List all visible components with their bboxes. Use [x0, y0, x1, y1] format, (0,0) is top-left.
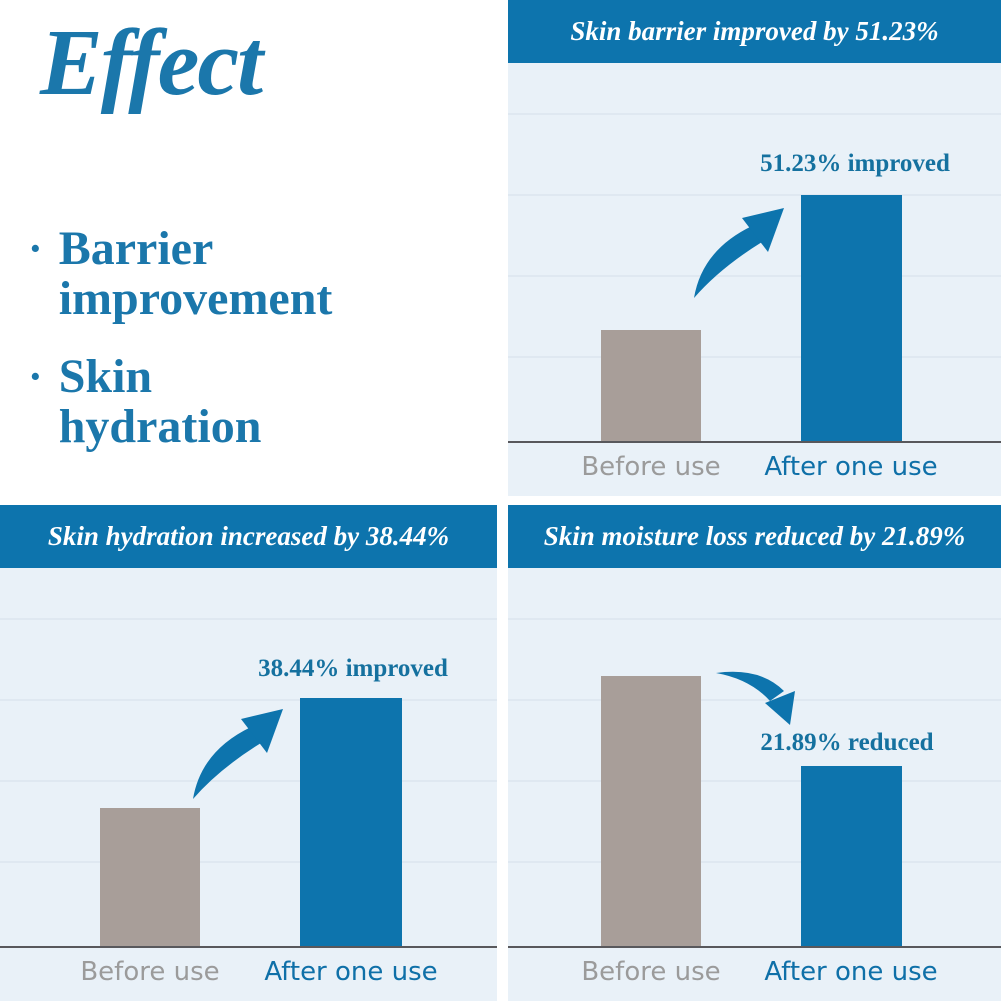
x-label-after-one-use: After one use	[764, 452, 938, 482]
gridline	[0, 861, 497, 863]
x-label-after-one-use: After one use	[264, 957, 438, 987]
gridline	[508, 194, 1001, 196]
bar-after-one-use	[801, 195, 902, 441]
gridline	[508, 780, 1001, 782]
chart-title-bar: Skin barrier improved by 51.23%	[508, 0, 1001, 63]
x-axis-line	[508, 946, 1001, 948]
bar-before-use	[601, 676, 701, 946]
bar-before-use	[601, 330, 701, 441]
gridline	[508, 275, 1001, 277]
bar-after-one-use	[801, 766, 902, 946]
x-label-before-use: Before use	[80, 957, 220, 987]
bar-before-use	[100, 808, 200, 946]
page-title: Effect	[40, 11, 263, 115]
x-label-before-use: Before use	[581, 452, 721, 482]
trend-arrow-down-icon	[716, 671, 795, 725]
trend-arrow-up-icon	[694, 208, 784, 298]
chart-skin-moisture-loss: Skin moisture loss reduced by 21.89% 21.…	[508, 505, 1001, 1001]
gridline	[0, 780, 497, 782]
chart-title-bar: Skin moisture loss reduced by 21.89%	[508, 505, 1001, 568]
gridline	[508, 356, 1001, 358]
chart-skin-hydration: Skin hydration increased by 38.44% 38.44…	[0, 505, 497, 1001]
bullet-icon: ·	[28, 351, 43, 401]
gridline	[0, 618, 497, 620]
gridline	[508, 699, 1001, 701]
trend-arrow-up-icon	[193, 709, 283, 799]
bullet-icon: ·	[28, 224, 43, 273]
x-axis-line	[508, 441, 1001, 443]
benefit-label: Barrier improvement	[58, 222, 333, 325]
x-label-after-one-use: After one use	[764, 957, 938, 987]
gridline	[508, 618, 1001, 620]
change-annotation: 51.23% improved	[760, 150, 950, 177]
chart-skin-barrier: Skin barrier improved by 51.23% 51.23% i…	[508, 0, 1001, 496]
list-item: · Skin hydration	[28, 349, 359, 453]
gridline	[508, 113, 1001, 115]
benefit-list: · Barrier improvement · Skin hydration	[28, 224, 359, 480]
x-label-before-use: Before use	[581, 957, 721, 987]
gridline	[0, 699, 497, 701]
benefit-label: Skin hydration	[58, 349, 262, 453]
gridline	[508, 861, 1001, 863]
x-axis-line	[0, 946, 497, 948]
bar-after-one-use	[300, 698, 402, 946]
change-annotation: 38.44% improved	[258, 655, 448, 682]
list-item: · Barrier improvement	[28, 224, 359, 324]
intro-panel: Effect · Barrier improvement · Skin hydr…	[0, 0, 497, 496]
change-annotation: 21.89% reduced	[760, 729, 934, 756]
chart-title-bar: Skin hydration increased by 38.44%	[0, 505, 497, 568]
